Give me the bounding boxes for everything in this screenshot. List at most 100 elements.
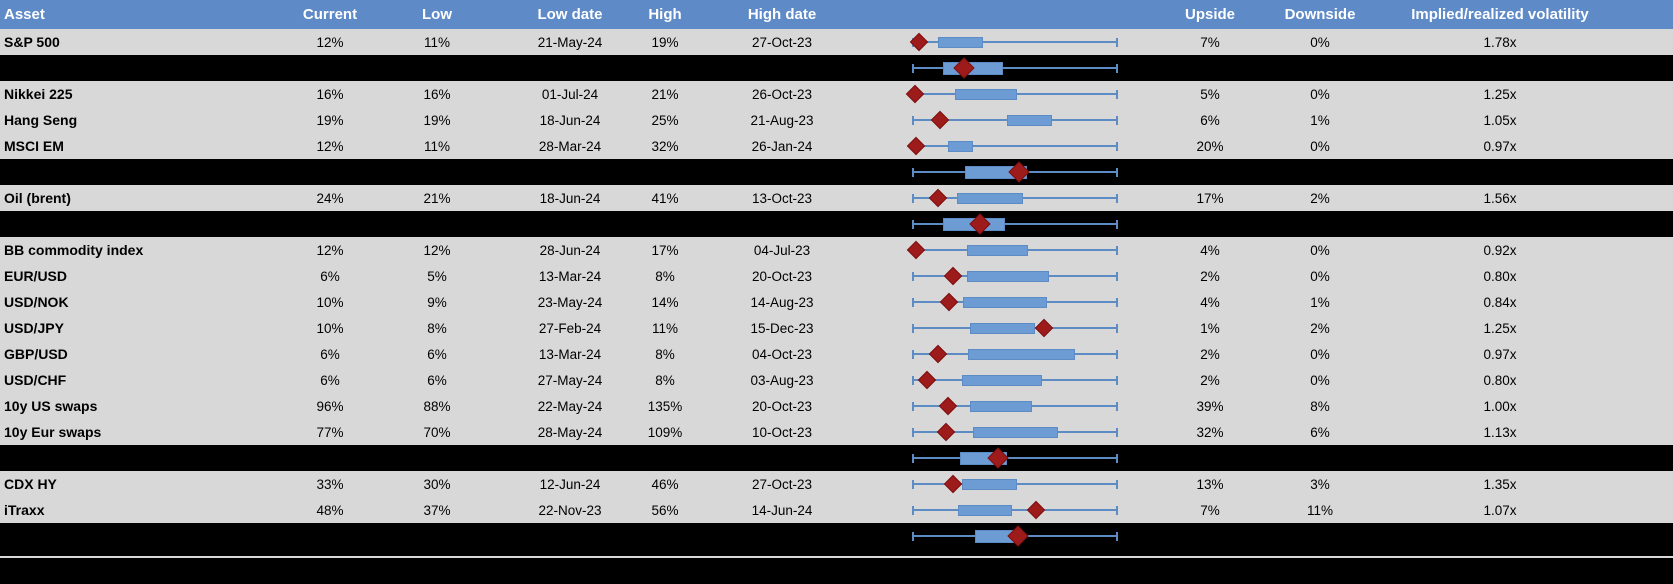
implied-realized-vol-cell: 0.80x: [1483, 372, 1517, 388]
range-box: [969, 400, 1032, 412]
range-plot: [850, 55, 1130, 81]
upside-cell: 32%: [1196, 424, 1224, 440]
upside-cell: 20%: [1196, 138, 1224, 154]
col-header-implied-realized-volatility: Implied/realized volatility: [1411, 6, 1589, 23]
col-header-upside: Upside: [1184, 6, 1235, 23]
upside-cell: 39%: [1196, 398, 1224, 414]
range-box: [955, 88, 1018, 100]
upside-cell: 1%: [1200, 320, 1220, 336]
high-cell: 8%: [655, 346, 675, 362]
current-cell: 33%: [316, 476, 344, 492]
separator-row: [0, 445, 1673, 471]
whisker-high-tick: [1116, 479, 1118, 489]
table-row-s-p-500: S&P 500 12% 11% 21-May-24 19% 27-Oct-23 …: [0, 29, 1673, 55]
low-cell: 6%: [427, 372, 447, 388]
current-cell: [275, 445, 385, 471]
upside-cell: 4%: [1200, 294, 1220, 310]
whisker-high-tick: [1116, 115, 1118, 125]
whisker-high-tick: [1116, 219, 1118, 229]
range-plot-span: [912, 263, 1118, 289]
whisker-line: [913, 41, 1117, 43]
high-date-cell: 21-Aug-23: [750, 112, 814, 128]
high-date-cell: 04-Oct-23: [751, 346, 813, 362]
high-cell: [610, 55, 720, 81]
current-diamond-marker: [928, 188, 948, 208]
table-row-msci-em: MSCI EM 12% 11% 28-Mar-24 32% 26-Jan-24 …: [0, 133, 1673, 159]
current-diamond-marker: [938, 396, 958, 416]
high-cell: 25%: [651, 112, 679, 128]
current-diamond-marker: [1034, 318, 1054, 338]
downside-cell: 0%: [1310, 372, 1330, 388]
implied-realized-vol-cell: 0.80x: [1483, 268, 1517, 284]
low-cell: [382, 159, 492, 185]
high-date-cell: [712, 159, 852, 185]
range-plot: [850, 185, 1130, 211]
implied-realized-vol-cell: 0.84x: [1483, 294, 1517, 310]
current-cell: 6%: [320, 372, 340, 388]
low-date-cell: 12-Jun-24: [539, 476, 601, 492]
upside-cell: 5%: [1200, 86, 1220, 102]
range-box: [957, 192, 1023, 204]
downside-cell: [1262, 445, 1378, 471]
table-row-gbp-usd: GBP/USD 6% 6% 13-Mar-24 8% 04-Oct-23 2% …: [0, 341, 1673, 367]
high-date-cell: [712, 445, 852, 471]
col-header-high: High: [648, 6, 682, 23]
low-date-cell: 01-Jul-24: [541, 86, 599, 102]
low-date-cell: 22-May-24: [537, 398, 603, 414]
table-row-eur-usd: EUR/USD 6% 5% 13-Mar-24 8% 20-Oct-23 2% …: [0, 263, 1673, 289]
low-cell: 88%: [423, 398, 451, 414]
asset-cell: USD/CHF: [4, 372, 67, 388]
high-cell: 32%: [651, 138, 679, 154]
low-date-cell: 13-Mar-24: [538, 346, 602, 362]
whisker-low-tick: [912, 375, 914, 385]
range-plot: [850, 523, 1130, 549]
high-cell: 19%: [651, 34, 679, 50]
current-diamond-marker: [909, 32, 929, 52]
current-cell: [275, 211, 385, 237]
range-plot-span: [912, 55, 1118, 81]
low-cell: [382, 445, 492, 471]
asset-cell: Oil (brent): [4, 190, 71, 206]
low-date-cell: 18-Jun-24: [539, 190, 601, 206]
low-cell: 30%: [423, 476, 451, 492]
range-box: [968, 348, 1075, 360]
implied-realized-vol-cell: [1395, 211, 1605, 237]
whisker-low-tick: [912, 115, 914, 125]
current-diamond-marker: [905, 84, 925, 104]
low-cell: 5%: [427, 268, 447, 284]
table-row-10y-us-swaps: 10y US swaps 96% 88% 22-May-24 135% 20-O…: [0, 393, 1673, 419]
whisker-low-tick: [912, 505, 914, 515]
downside-cell: 0%: [1310, 242, 1330, 258]
current-cell: [275, 55, 385, 81]
range-plot-span: [905, 81, 1118, 107]
upside-cell: 2%: [1200, 372, 1220, 388]
whisker-high-tick: [1116, 141, 1118, 151]
asset-cell: [4, 159, 234, 185]
range-plot: [850, 471, 1130, 497]
whisker-line: [913, 223, 1117, 225]
high-cell: 8%: [655, 268, 675, 284]
range-plot: [850, 367, 1130, 393]
table-body: S&P 500 12% 11% 21-May-24 19% 27-Oct-23 …: [0, 29, 1673, 549]
asset-cell: 10y Eur swaps: [4, 424, 102, 440]
current-cell: 77%: [316, 424, 344, 440]
whisker-low-tick: [912, 427, 914, 437]
table-row-10y-eur-swaps: 10y Eur swaps 77% 70% 28-May-24 109% 10-…: [0, 419, 1673, 445]
whisker-high-tick: [1116, 349, 1118, 359]
asset-cell: GBP/USD: [4, 346, 68, 362]
table-row-hang-seng: Hang Seng 19% 19% 18-Jun-24 25% 21-Aug-2…: [0, 107, 1673, 133]
range-plot: [850, 237, 1130, 263]
range-box: [967, 244, 1029, 256]
current-cell: 10%: [316, 320, 344, 336]
low-cell: [382, 211, 492, 237]
whisker-high-tick: [1116, 297, 1118, 307]
upside-cell: 13%: [1196, 476, 1224, 492]
whisker-high-tick: [1116, 63, 1118, 73]
asset-cell: [4, 55, 234, 81]
table-header-row: Asset Current Low Low date High High dat…: [0, 0, 1673, 29]
range-plot-span: [912, 419, 1118, 445]
separator-row: [0, 159, 1673, 185]
implied-realized-vol-cell: [1395, 523, 1605, 549]
range-plot: [850, 263, 1130, 289]
